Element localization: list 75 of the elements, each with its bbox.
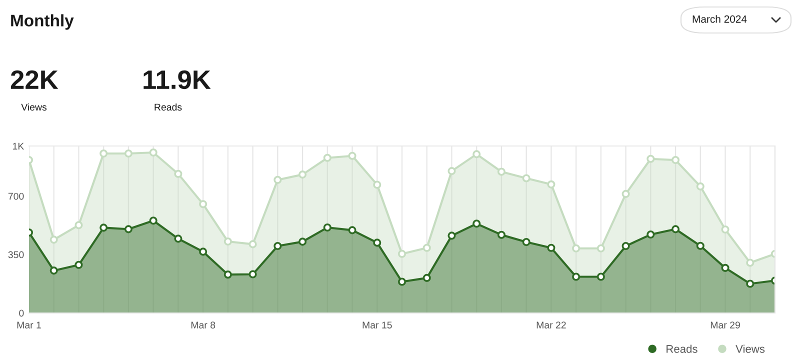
- point: [472, 220, 481, 228]
- point: [373, 238, 382, 247]
- point: [398, 250, 406, 258]
- chart-title: Monthly: [11, 14, 74, 30]
- point: [174, 170, 182, 178]
- point: [274, 176, 282, 184]
- point: [596, 272, 605, 281]
- point: [348, 226, 356, 234]
- point: [74, 260, 83, 269]
- point: [348, 152, 356, 160]
- point: [672, 156, 680, 164]
- point: [721, 225, 730, 234]
- legend-label: Views: [736, 344, 765, 353]
- point: [323, 154, 332, 162]
- point: [522, 238, 530, 246]
- point: [248, 270, 257, 278]
- point: [746, 258, 754, 267]
- text: 22K: [10, 70, 58, 89]
- point: [124, 149, 132, 158]
- point: [50, 266, 58, 275]
- point: [497, 168, 506, 176]
- point: [149, 216, 158, 225]
- point: [274, 242, 282, 250]
- point: [696, 182, 704, 190]
- point: [149, 148, 158, 157]
- point: [100, 149, 108, 158]
- y-tick-label: 700: [8, 192, 24, 200]
- x-tick-label: Mar 15: [362, 322, 392, 328]
- text: Reads: [154, 103, 182, 111]
- point: [100, 224, 108, 232]
- y-tick-label: 0: [19, 310, 24, 317]
- y-tick-label: 1K: [12, 142, 24, 150]
- text: Views: [21, 103, 47, 111]
- point: [596, 244, 605, 252]
- point: [572, 244, 580, 252]
- point: [398, 278, 406, 286]
- point: [572, 272, 580, 281]
- text: 11.9K: [144, 70, 211, 90]
- point: [422, 274, 431, 282]
- point: [323, 223, 332, 232]
- point: [50, 236, 58, 244]
- legend-label: Reads: [666, 344, 698, 353]
- point: [646, 230, 655, 239]
- point: [224, 237, 232, 246]
- point: [522, 174, 530, 182]
- x-tick-label: Mar 29: [710, 322, 740, 328]
- point: [448, 167, 456, 176]
- point: [472, 150, 481, 158]
- y-tick-label: 350: [8, 251, 24, 258]
- x-tick-label: Mar 8: [191, 322, 216, 328]
- point: [124, 225, 132, 234]
- point: [622, 242, 630, 250]
- point: [696, 242, 704, 250]
- point: [373, 180, 382, 189]
- point: [298, 170, 307, 179]
- point: [298, 238, 307, 246]
- point: [224, 270, 232, 279]
- point: [622, 190, 630, 198]
- point: [74, 221, 83, 230]
- point: [646, 154, 655, 163]
- point: [448, 232, 456, 240]
- point: [174, 234, 182, 243]
- x-tick-label: Mar 1: [17, 322, 41, 328]
- point: [199, 248, 208, 256]
- point: [547, 180, 556, 188]
- point: [746, 280, 754, 288]
- point: [672, 225, 680, 234]
- point: [721, 264, 730, 272]
- point: [199, 200, 208, 208]
- point: [422, 244, 431, 252]
- point: [248, 240, 257, 248]
- point: [497, 230, 506, 239]
- text: March 2024: [692, 15, 747, 23]
- x-tick-label: Mar 22: [536, 322, 566, 328]
- point: [547, 244, 556, 252]
